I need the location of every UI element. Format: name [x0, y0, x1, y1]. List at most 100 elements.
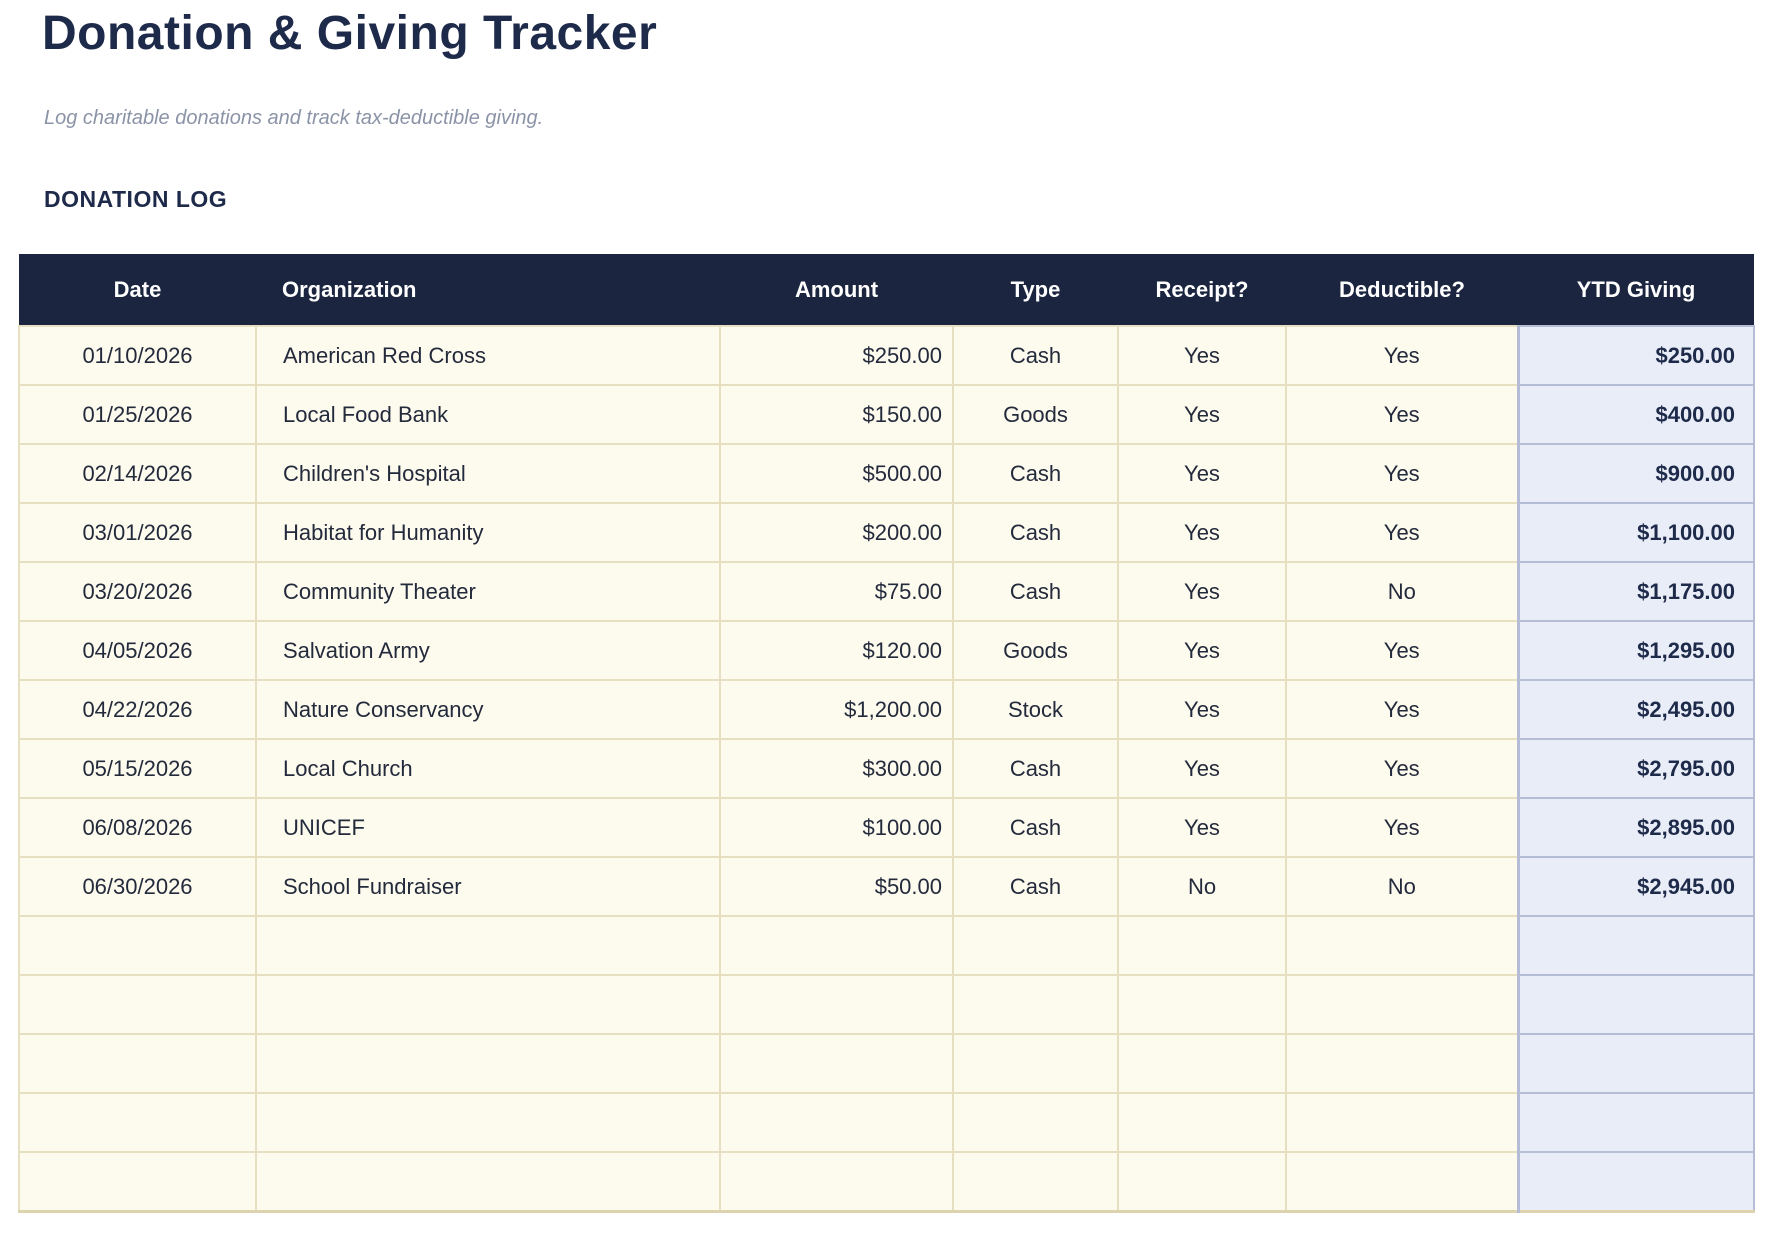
cell-deductible[interactable]: Yes: [1285, 738, 1519, 799]
cell-deductible[interactable]: [1285, 915, 1519, 976]
cell-receipt[interactable]: Yes: [1117, 443, 1287, 504]
cell-receipt[interactable]: Yes: [1117, 620, 1287, 681]
cell-date[interactable]: 03/20/2026: [18, 561, 257, 622]
cell-ytd[interactable]: $250.00: [1516, 325, 1755, 386]
cell-receipt[interactable]: Yes: [1117, 325, 1287, 386]
cell-deductible[interactable]: Yes: [1285, 443, 1519, 504]
cell-amount[interactable]: $250.00: [719, 325, 954, 386]
cell-deductible[interactable]: Yes: [1285, 620, 1519, 681]
cell-type[interactable]: [952, 1151, 1119, 1212]
cell-ytd[interactable]: $1,295.00: [1516, 620, 1755, 681]
cell-receipt[interactable]: Yes: [1117, 502, 1287, 563]
cell-ytd[interactable]: [1516, 974, 1755, 1035]
cell-receipt[interactable]: Yes: [1117, 797, 1287, 858]
cell-organization[interactable]: [255, 1033, 721, 1094]
cell-organization[interactable]: School Fundraiser: [255, 856, 721, 917]
cell-amount[interactable]: $500.00: [719, 443, 954, 504]
cell-date[interactable]: 06/08/2026: [18, 797, 257, 858]
cell-amount[interactable]: $200.00: [719, 502, 954, 563]
cell-type[interactable]: [952, 974, 1119, 1035]
cell-date[interactable]: [18, 1151, 257, 1212]
cell-date[interactable]: [18, 1033, 257, 1094]
cell-type[interactable]: [952, 915, 1119, 976]
cell-amount[interactable]: $100.00: [719, 797, 954, 858]
cell-amount[interactable]: $150.00: [719, 384, 954, 445]
cell-deductible[interactable]: No: [1285, 856, 1519, 917]
cell-type[interactable]: Goods: [952, 384, 1119, 445]
cell-type[interactable]: [952, 1033, 1119, 1094]
cell-amount[interactable]: [719, 1033, 954, 1094]
cell-organization[interactable]: [255, 915, 721, 976]
cell-ytd[interactable]: $1,100.00: [1516, 502, 1755, 563]
cell-amount[interactable]: $120.00: [719, 620, 954, 681]
cell-receipt[interactable]: Yes: [1117, 679, 1287, 740]
cell-receipt[interactable]: [1117, 1092, 1287, 1153]
cell-deductible[interactable]: [1285, 1033, 1519, 1094]
cell-type[interactable]: Cash: [952, 797, 1119, 858]
cell-ytd[interactable]: [1516, 1151, 1755, 1212]
cell-date[interactable]: [18, 1092, 257, 1153]
cell-date[interactable]: [18, 915, 257, 976]
cell-deductible[interactable]: Yes: [1285, 325, 1519, 386]
cell-deductible[interactable]: Yes: [1285, 384, 1519, 445]
cell-type[interactable]: Stock: [952, 679, 1119, 740]
cell-amount[interactable]: $300.00: [719, 738, 954, 799]
cell-receipt[interactable]: [1117, 1151, 1287, 1212]
cell-ytd[interactable]: $1,175.00: [1516, 561, 1755, 622]
cell-organization[interactable]: Children's Hospital: [255, 443, 721, 504]
cell-organization[interactable]: UNICEF: [255, 797, 721, 858]
cell-receipt[interactable]: [1117, 974, 1287, 1035]
cell-deductible[interactable]: Yes: [1285, 679, 1519, 740]
cell-type[interactable]: Cash: [952, 443, 1119, 504]
cell-ytd[interactable]: $2,795.00: [1516, 738, 1755, 799]
cell-amount[interactable]: $1,200.00: [719, 679, 954, 740]
cell-ytd[interactable]: $2,495.00: [1516, 679, 1755, 740]
cell-type[interactable]: Cash: [952, 502, 1119, 563]
cell-amount[interactable]: $50.00: [719, 856, 954, 917]
cell-deductible[interactable]: [1285, 1092, 1519, 1153]
cell-organization[interactable]: [255, 1092, 721, 1153]
cell-receipt[interactable]: Yes: [1117, 561, 1287, 622]
cell-receipt[interactable]: Yes: [1117, 384, 1287, 445]
cell-date[interactable]: 01/25/2026: [18, 384, 257, 445]
cell-receipt[interactable]: [1117, 915, 1287, 976]
cell-type[interactable]: Cash: [952, 561, 1119, 622]
cell-amount[interactable]: [719, 1151, 954, 1212]
cell-ytd[interactable]: $900.00: [1516, 443, 1755, 504]
cell-amount[interactable]: [719, 974, 954, 1035]
cell-deductible[interactable]: No: [1285, 561, 1519, 622]
cell-date[interactable]: 01/10/2026: [18, 325, 257, 386]
cell-deductible[interactable]: Yes: [1285, 502, 1519, 563]
cell-organization[interactable]: Nature Conservancy: [255, 679, 721, 740]
cell-organization[interactable]: Local Church: [255, 738, 721, 799]
cell-ytd[interactable]: $400.00: [1516, 384, 1755, 445]
cell-amount[interactable]: $75.00: [719, 561, 954, 622]
cell-date[interactable]: 04/22/2026: [18, 679, 257, 740]
cell-type[interactable]: Goods: [952, 620, 1119, 681]
cell-type[interactable]: [952, 1092, 1119, 1153]
cell-deductible[interactable]: Yes: [1285, 797, 1519, 858]
cell-ytd[interactable]: [1516, 1033, 1755, 1094]
cell-organization[interactable]: [255, 974, 721, 1035]
cell-ytd[interactable]: [1516, 1092, 1755, 1153]
cell-organization[interactable]: [255, 1151, 721, 1212]
cell-deductible[interactable]: [1285, 1151, 1519, 1212]
cell-ytd[interactable]: $2,945.00: [1516, 856, 1755, 917]
cell-organization[interactable]: American Red Cross: [255, 325, 721, 386]
cell-organization[interactable]: Salvation Army: [255, 620, 721, 681]
cell-type[interactable]: Cash: [952, 325, 1119, 386]
cell-amount[interactable]: [719, 915, 954, 976]
cell-date[interactable]: [18, 974, 257, 1035]
cell-organization[interactable]: Community Theater: [255, 561, 721, 622]
cell-ytd[interactable]: [1516, 915, 1755, 976]
cell-receipt[interactable]: Yes: [1117, 738, 1287, 799]
cell-date[interactable]: 03/01/2026: [18, 502, 257, 563]
cell-receipt[interactable]: [1117, 1033, 1287, 1094]
cell-date[interactable]: 05/15/2026: [18, 738, 257, 799]
cell-amount[interactable]: [719, 1092, 954, 1153]
cell-date[interactable]: 02/14/2026: [18, 443, 257, 504]
cell-deductible[interactable]: [1285, 974, 1519, 1035]
cell-date[interactable]: 04/05/2026: [18, 620, 257, 681]
cell-type[interactable]: Cash: [952, 738, 1119, 799]
cell-date[interactable]: 06/30/2026: [18, 856, 257, 917]
